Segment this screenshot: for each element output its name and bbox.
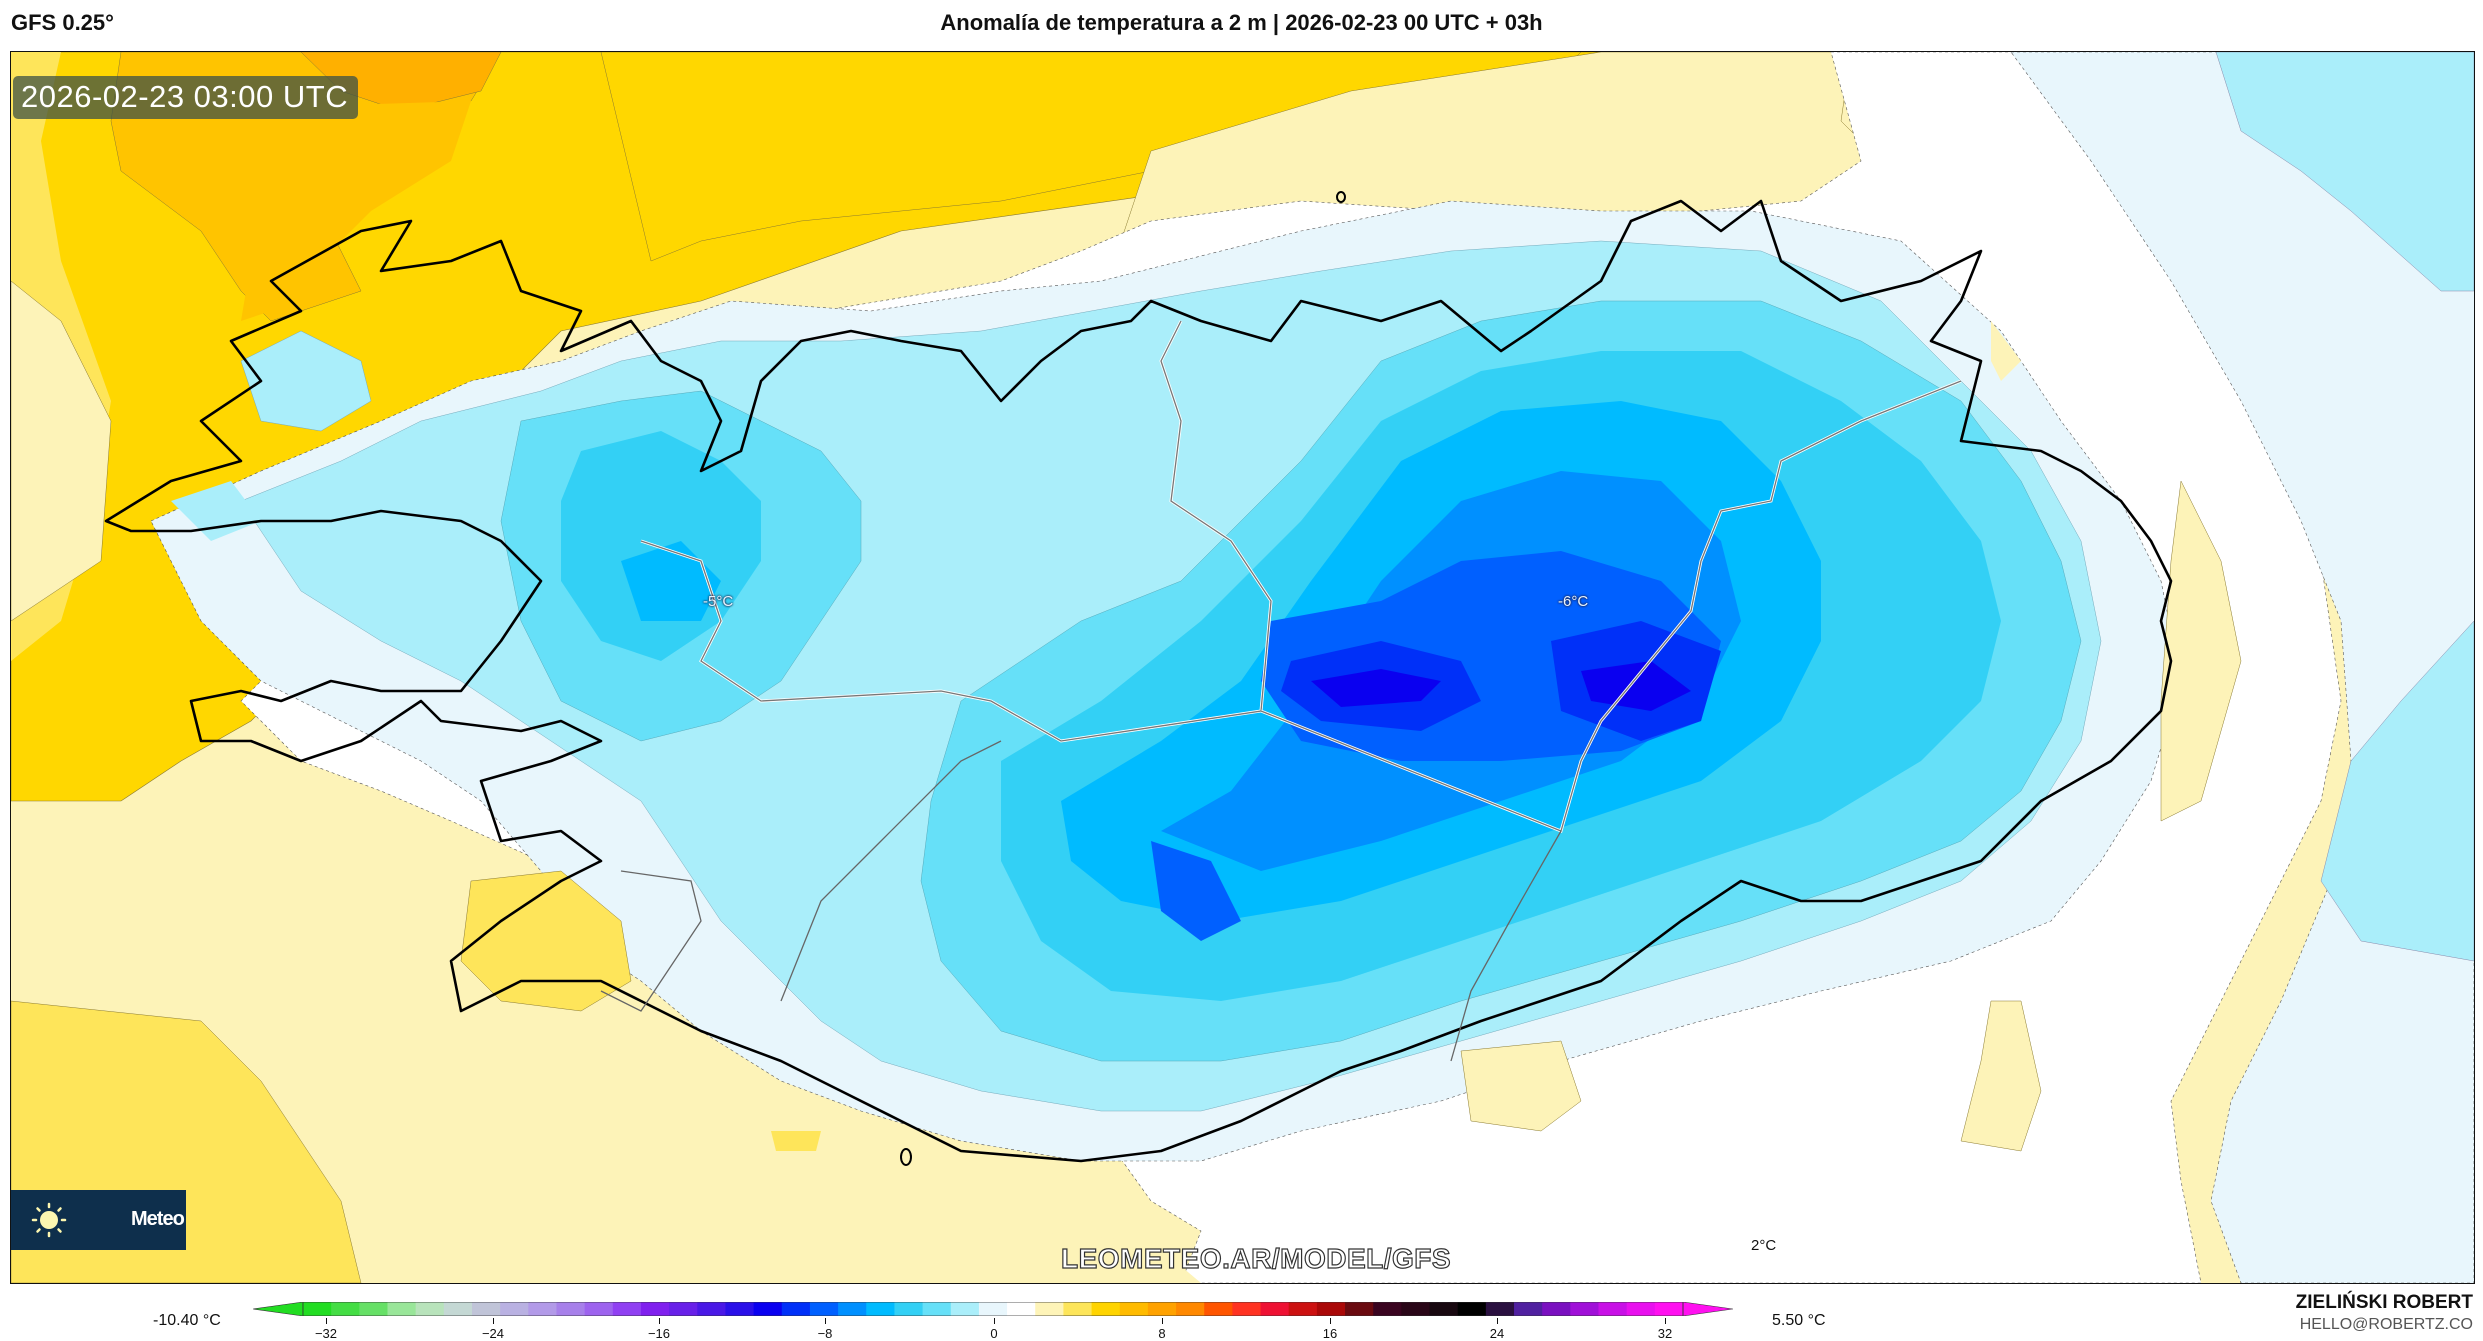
source-watermark: LEOMETEO.AR/MODEL/GFS (1060, 1242, 1452, 1274)
tick-mark (1162, 1318, 1163, 1324)
tick-mark (493, 1318, 494, 1324)
contour-label-west: -5°C (703, 593, 734, 610)
tick-mark (1665, 1318, 1666, 1324)
temperature-anomaly-contours (11, 52, 2474, 1283)
tick-mark (1330, 1318, 1331, 1324)
author-email: HELLO@ROBERTZ.CO (2299, 1316, 2473, 1333)
sun-icon (31, 1202, 67, 1238)
tick-label: 8 (1158, 1326, 1166, 1341)
author-credit: ZIELIŃSKI ROBERT HELLO@ROBERTZ.CO (2296, 1292, 2473, 1334)
tick-mark (326, 1318, 327, 1324)
tick-mark (659, 1318, 660, 1324)
colorbar-ticks: −32 −24 −16 −8 0 8 16 24 32 (0, 1318, 2483, 1341)
logo-text: Meteo (131, 1208, 185, 1230)
colorbar-max-label: 5.50 °C (1772, 1312, 1826, 1329)
tick-label: 16 (1322, 1326, 1338, 1341)
tick-label: −8 (817, 1326, 833, 1341)
tick-mark (994, 1318, 995, 1324)
colorbar (253, 1302, 1733, 1316)
contour-label-east: -6°C (1558, 593, 1589, 610)
tick-label: −16 (647, 1326, 671, 1341)
colorbar-min-label: -10.40 °C (153, 1312, 221, 1329)
model-label: GFS 0.25° (11, 10, 114, 35)
tick-label: 24 (1489, 1326, 1505, 1341)
contour-label-south: 2°C (1751, 1237, 1777, 1254)
valid-time-badge: 2026-02-23 03:00 UTC (13, 76, 359, 119)
tick-mark (825, 1318, 826, 1324)
tick-label: 0 (990, 1326, 998, 1341)
chart-title: Anomalía de temperatura a 2 m | 2026-02-… (940, 10, 1543, 35)
map-canvas[interactable]: 2026-02-23 03:00 UTC -5°C -6°C 2°C LEOME… (10, 51, 2475, 1284)
tick-label: −24 (481, 1326, 505, 1341)
tick-mark (1497, 1318, 1498, 1324)
tick-label: −32 (314, 1326, 338, 1341)
author-name: ZIELIŃSKI ROBERT (2295, 1292, 2473, 1313)
tick-label: 32 (1657, 1326, 1673, 1341)
logo-badge: Meteo (11, 1190, 186, 1250)
